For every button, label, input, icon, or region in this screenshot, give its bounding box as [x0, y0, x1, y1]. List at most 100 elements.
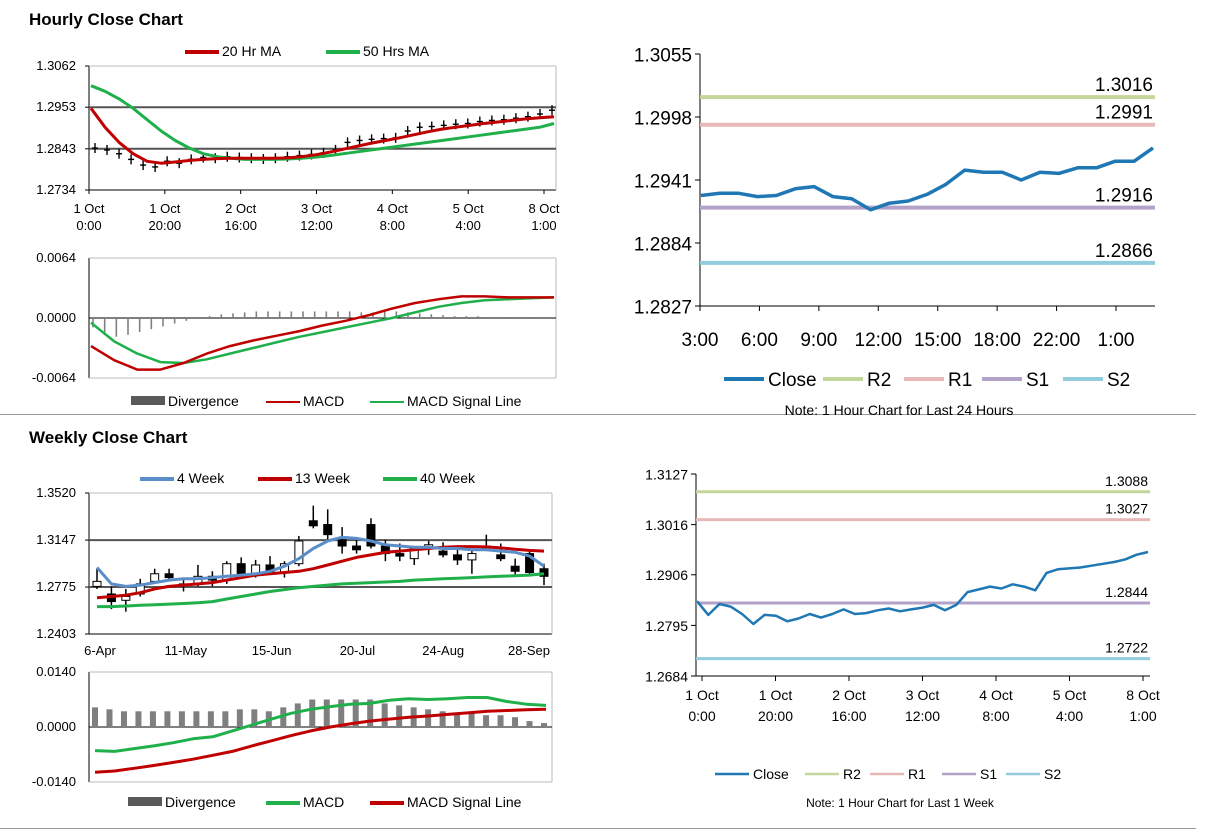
weekly-pivot-xtick-time: 8:00 [982, 708, 1009, 724]
weekly-divergence-bar [352, 699, 359, 727]
weekly-candle-body [525, 553, 535, 574]
hourly-price-xtick-time: 20:00 [149, 218, 182, 233]
weekly-legend-macd-label: MACD [303, 794, 344, 810]
hourly-pivot-xtick: 18:00 [973, 330, 1021, 351]
weekly-candle-body [92, 580, 102, 587]
hourly-pivot-legend-r1-label: R1 [948, 370, 972, 391]
hourly-pivot-ytick: 1.2827 [634, 297, 692, 318]
bottom-divider [0, 828, 1196, 829]
hourly-pivot-ytick: 1.2941 [634, 171, 692, 192]
weekly-divergence-bar [425, 709, 432, 727]
hourly-pivot-level-r1-label: 1.2991 [1095, 103, 1153, 124]
hourly-macd-signal-line [90, 296, 555, 365]
weekly-legend-40wk-label: 40 Week [420, 470, 476, 486]
weekly-divergence-bar [439, 711, 446, 727]
hourly-price-xtick-day: 4 Oct [377, 201, 408, 216]
weekly-price-ytick: 1.3147 [36, 532, 76, 547]
hourly-pivot-xtick: 6:00 [741, 330, 778, 351]
weekly-candle-body [467, 553, 477, 561]
hourly-price-xtick-time: 16:00 [224, 218, 257, 233]
weekly-divergence-bar [280, 707, 287, 727]
weekly-pivot-legend-close-label: Close [753, 766, 789, 782]
hourly-legend-20hr-label: 20 Hr MA [222, 43, 282, 59]
weekly-candle-body [323, 524, 333, 536]
weekly-divergence-bar [454, 713, 461, 727]
hourly-price-xtick-time: 4:00 [456, 218, 481, 233]
hourly-pivot-xtick: 22:00 [1033, 330, 1081, 351]
hourly-50hr-ma-line [90, 84, 555, 161]
hourly-pivot-xtick: 3:00 [682, 330, 719, 351]
weekly-divergence-bar [497, 715, 504, 727]
weekly-divergence-bar [381, 703, 388, 727]
weekly-macd-ytick: -0.0140 [32, 774, 76, 789]
hourly-pivot-level-r2-label: 1.3016 [1095, 75, 1153, 96]
hourly-section-title: Hourly Close Chart [29, 10, 183, 29]
hourly-pivot-ytick: 1.3055 [634, 45, 692, 66]
weekly-divergence-bar [526, 721, 533, 727]
hourly-pivot-xtick: 9:00 [800, 330, 837, 351]
weekly-legend-divergence-label: Divergence [165, 794, 236, 810]
hourly-pivot-legend-close-label: Close [768, 370, 817, 391]
weekly-macd-ytick: 0.0140 [36, 664, 76, 679]
hourly-legend-divergence-label: Divergence [168, 393, 239, 409]
weekly-pivot-xtick-time: 4:00 [1056, 708, 1083, 724]
weekly-pivot-xtick-day: 5 Oct [1053, 687, 1087, 703]
weekly-pivot-ytick: 1.3127 [645, 466, 688, 482]
weekly-pivot-level-r1-label: 1.3027 [1105, 501, 1148, 517]
weekly-pivot-legend-s1-label: S1 [980, 766, 997, 782]
weekly-price-xtick: 6-Apr [84, 643, 116, 658]
section-divider [0, 414, 1196, 415]
hourly-pivot-legend-r2-label: R2 [867, 370, 891, 391]
weekly-candle-body [438, 550, 448, 556]
hourly-price-xtick-day: 1 Oct [73, 201, 104, 216]
hourly-macd-line [90, 295, 554, 371]
hourly-pivot-level-s1-label: 1.2916 [1095, 186, 1153, 207]
weekly-pivot-note: Note: 1 Hour Chart for Last 1 Week [806, 796, 995, 810]
weekly-price-xtick: 24-Aug [422, 643, 464, 658]
weekly-divergence-bar [541, 723, 547, 727]
hourly-pivot-level-s2-label: 1.2866 [1095, 241, 1153, 262]
weekly-candle-body [539, 568, 549, 577]
weekly-candle-body [452, 554, 462, 561]
hourly-price-xtick-time: 0:00 [76, 218, 101, 233]
weekly-divergence-bar [323, 699, 330, 727]
weekly-candle-body [395, 553, 405, 557]
weekly-pivot-xtick-day: 4 Oct [979, 687, 1013, 703]
weekly-divergence-bar [178, 711, 185, 727]
hourly-macd-ytick: -0.0064 [32, 370, 76, 385]
hourly-pivot-note: Note: 1 Hour Chart for Last 24 Hours [785, 402, 1014, 418]
hourly-pivot-ytick: 1.2998 [634, 108, 692, 129]
weekly-macd-ytick: 0.0000 [36, 719, 76, 734]
hourly-legend-macd-label: MACD [303, 393, 344, 409]
weekly-40wk-line [97, 572, 545, 609]
weekly-pivot-legend-r1-label: R1 [908, 766, 926, 782]
weekly-candle-body [510, 565, 520, 572]
weekly-divergence-bar [222, 711, 229, 727]
hourly-price-ytick: 1.3062 [36, 58, 76, 73]
weekly-price-xtick: 11-May [165, 643, 208, 658]
weekly-pivot-xtick-day: 1 Oct [685, 687, 719, 703]
hourly-price-xtick-day: 2 Oct [225, 201, 256, 216]
weekly-candle-body [366, 524, 376, 547]
weekly-legend-signal-label: MACD Signal Line [407, 794, 522, 810]
hourly-pivot-ytick: 1.2884 [634, 234, 693, 255]
hourly-pivot-legend-s1-label: S1 [1026, 370, 1049, 391]
weekly-price-ytick: 1.2403 [36, 626, 76, 641]
weekly-pivot-xtick-time: 20:00 [758, 708, 793, 724]
weekly-candle-body [164, 573, 174, 579]
hourly-price-ytick: 1.2734 [36, 182, 76, 197]
hourly-price-xtick-time: 12:00 [300, 218, 333, 233]
weekly-price-xtick: 20-Jul [340, 643, 376, 658]
weekly-pivot-xtick-time: 0:00 [688, 708, 715, 724]
weekly-divergence-bar [135, 711, 142, 727]
weekly-divergence-bar [294, 703, 301, 727]
weekly-legend-divergence-swatch [128, 797, 162, 806]
weekly-legend-4wk-label: 4 Week [177, 470, 225, 486]
weekly-divergence-bar [92, 707, 98, 727]
hourly-legend-divergence-swatch [131, 396, 165, 405]
weekly-section-title: Weekly Close Chart [29, 428, 188, 447]
weekly-candle-body [121, 596, 131, 601]
weekly-divergence-bar [512, 717, 519, 727]
hourly-price-xtick-time: 1:00 [531, 218, 556, 233]
weekly-price-xtick: 15-Jun [252, 643, 292, 658]
